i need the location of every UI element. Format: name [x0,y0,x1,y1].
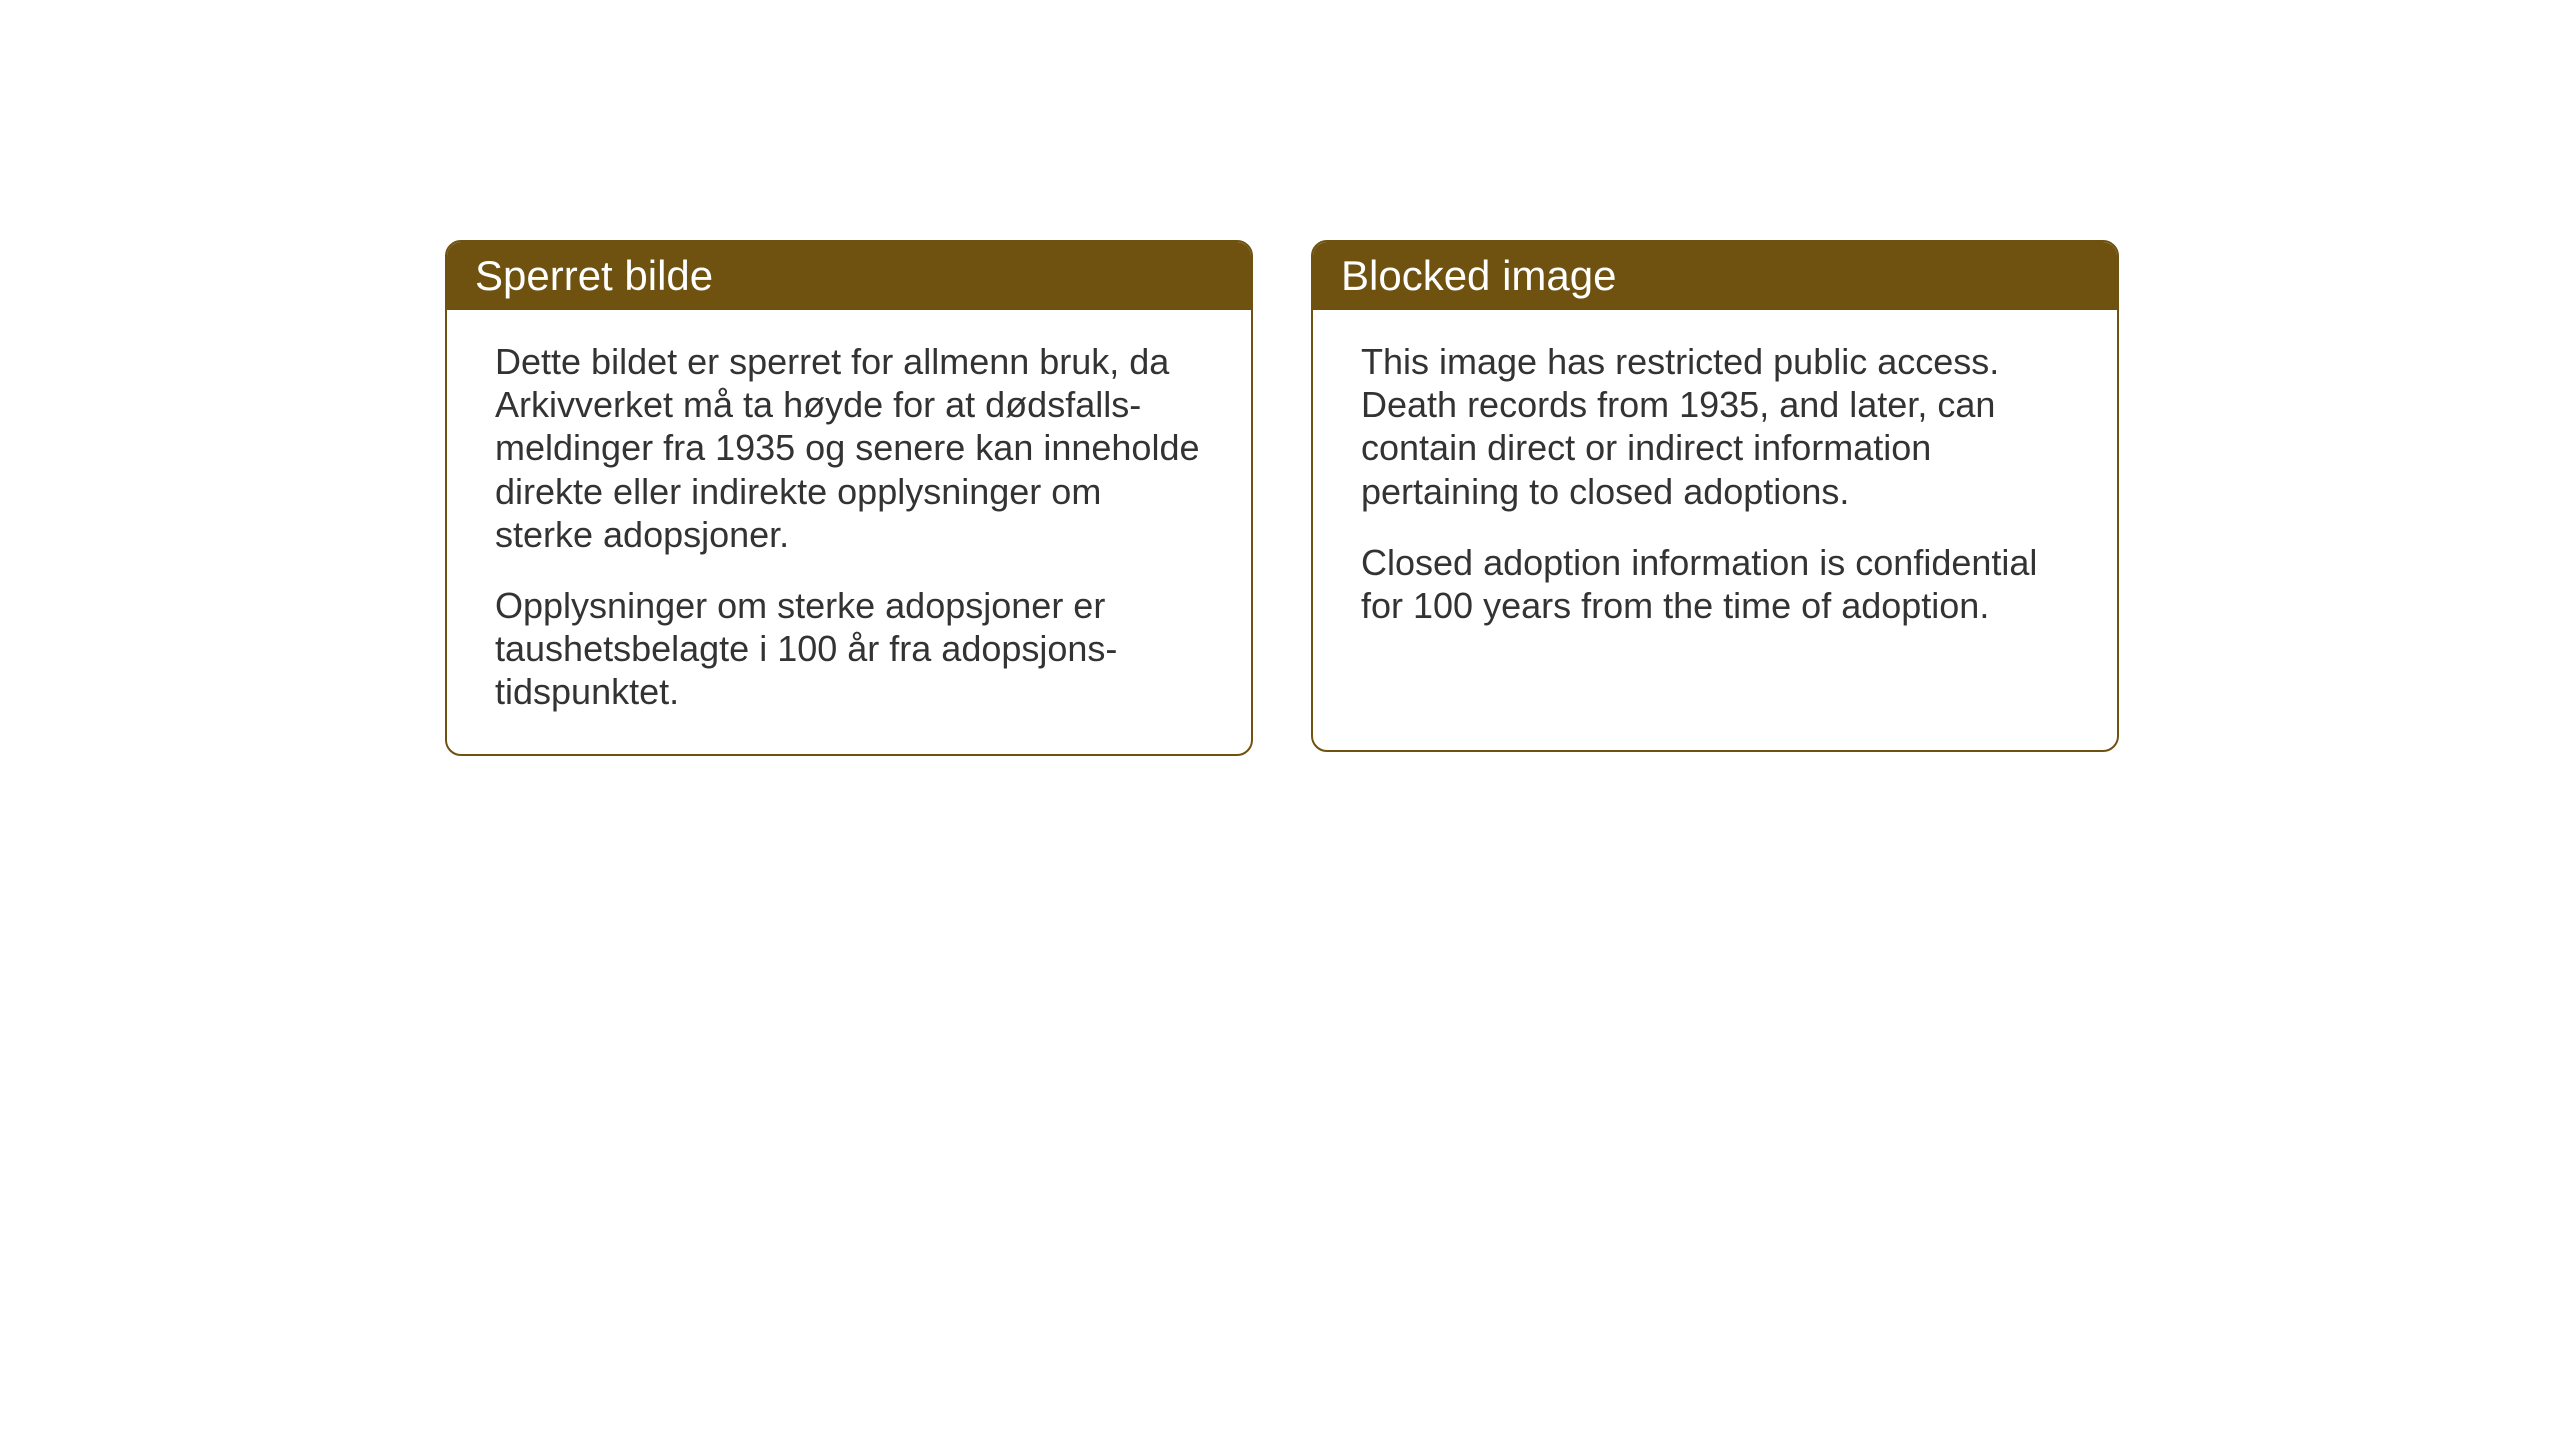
card-header-norwegian: Sperret bilde [447,242,1251,310]
paragraph-2-english: Closed adoption information is confident… [1361,541,2069,627]
notice-container: Sperret bilde Dette bildet er sperret fo… [445,240,2119,756]
card-title-english: Blocked image [1341,252,1616,299]
card-body-english: This image has restricted public access.… [1313,310,2117,667]
card-title-norwegian: Sperret bilde [475,252,713,299]
paragraph-1-english: This image has restricted public access.… [1361,340,2069,513]
card-body-norwegian: Dette bildet er sperret for allmenn bruk… [447,310,1251,754]
notice-card-english: Blocked image This image has restricted … [1311,240,2119,752]
notice-card-norwegian: Sperret bilde Dette bildet er sperret fo… [445,240,1253,756]
paragraph-2-norwegian: Opplysninger om sterke adopsjoner er tau… [495,584,1203,714]
paragraph-1-norwegian: Dette bildet er sperret for allmenn bruk… [495,340,1203,556]
card-header-english: Blocked image [1313,242,2117,310]
